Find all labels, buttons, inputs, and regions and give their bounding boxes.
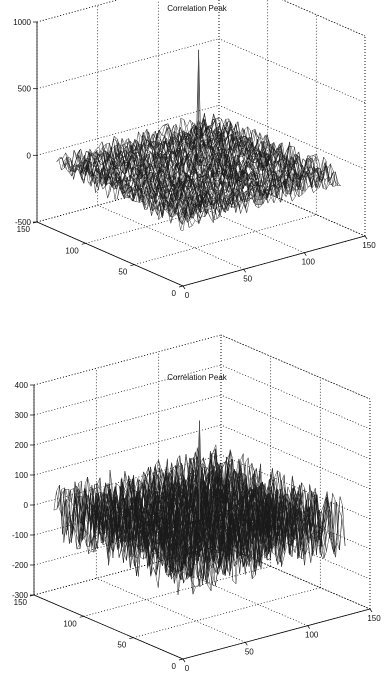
chart-title: Correlation Peak xyxy=(167,373,228,382)
x-tick-mark xyxy=(369,608,373,613)
floor-gridline xyxy=(133,587,321,639)
z-tick-label: 0 xyxy=(24,501,29,510)
side-wall-gridline xyxy=(218,104,366,170)
z-tick-label: -200 xyxy=(12,561,29,570)
y-axis-line xyxy=(33,594,184,660)
back-wall-gridline xyxy=(33,394,222,446)
x-tick-label: 150 xyxy=(367,614,381,623)
back-top-edge xyxy=(282,0,366,37)
floor-gridline xyxy=(158,561,308,627)
z-tick-label: 400 xyxy=(15,381,29,390)
back-wall-gridline xyxy=(33,544,222,596)
x-tick-mark xyxy=(364,235,368,240)
side-wall-gridline xyxy=(220,364,371,430)
y-tick-label: 100 xyxy=(63,619,77,628)
x-tick-mark xyxy=(245,642,248,646)
z-tick-label: 200 xyxy=(15,441,29,450)
z-tick-label: -500 xyxy=(15,218,32,227)
back-wall-gridline xyxy=(36,38,220,90)
side-wall-gridline xyxy=(220,454,371,520)
x-tick-label: 100 xyxy=(302,258,316,267)
x-tick-mark xyxy=(304,252,307,256)
side-wall-gridline xyxy=(282,0,366,37)
floor-gridline xyxy=(83,565,271,617)
correlation-surface-mesh xyxy=(53,420,346,595)
z-tick-label: -100 xyxy=(12,531,29,540)
y-tick-mark xyxy=(129,637,134,640)
chart-title: Correlation Peak xyxy=(167,4,228,13)
correlation-peak-surface-chart-1: Correlation Peak 050100150050100150-5000… xyxy=(13,0,376,300)
z-tick-label: 100 xyxy=(15,471,29,480)
y-tick-label: 50 xyxy=(117,641,126,650)
x-tick-label: 100 xyxy=(305,631,319,640)
x-tick-mark xyxy=(182,285,186,290)
y-tick-label: 150 xyxy=(14,598,28,607)
back-wall-gridline xyxy=(33,424,222,476)
x-tick-mark xyxy=(182,658,186,663)
back-floor-edge xyxy=(218,171,366,237)
y-tick-label: 0 xyxy=(172,662,177,671)
side-wall-gridline xyxy=(220,334,371,400)
side-wall-gridline xyxy=(220,394,371,460)
y-tick-label: 0 xyxy=(172,289,177,298)
z-tick-label: 500 xyxy=(18,85,32,94)
x-tick-label: 50 xyxy=(243,274,252,283)
side-wall-gridline xyxy=(218,38,366,104)
x-tick-mark xyxy=(307,625,310,629)
x-tick-label: 50 xyxy=(245,647,254,656)
side-wall-gridline xyxy=(220,424,371,490)
floor-gridline xyxy=(96,577,246,643)
y-tick-mark xyxy=(130,264,135,267)
x-axis-line xyxy=(182,608,371,660)
z-tick-label: 0 xyxy=(27,151,32,160)
x-tick-label: 0 xyxy=(185,664,190,673)
y-tick-label: 100 xyxy=(65,246,79,255)
x-tick-label: 0 xyxy=(185,291,190,300)
y-tick-mark xyxy=(178,658,184,661)
correlation-peak-surface-chart-2: Correlation Peak 050100150050100150-300-… xyxy=(12,334,381,673)
back-wall-gridline xyxy=(33,334,222,386)
y-axis-line xyxy=(36,221,184,287)
z-tick-label: 1000 xyxy=(13,18,31,27)
back-wall-gridline xyxy=(33,454,222,506)
correlation-surface-mesh xyxy=(56,49,341,232)
floor-gridline xyxy=(97,204,244,270)
x-axis-line xyxy=(182,235,366,287)
x-tick-mark xyxy=(243,269,246,273)
y-tick-mark xyxy=(178,285,184,288)
x-tick-label: 150 xyxy=(362,241,376,250)
z-tick-label: -300 xyxy=(12,591,29,600)
y-tick-label: 150 xyxy=(17,225,31,234)
y-tick-mark xyxy=(81,242,86,245)
y-tick-label: 50 xyxy=(118,268,127,277)
z-tick-label: 300 xyxy=(15,411,29,420)
back-wall-gridline xyxy=(33,364,222,416)
y-tick-mark xyxy=(79,615,84,618)
